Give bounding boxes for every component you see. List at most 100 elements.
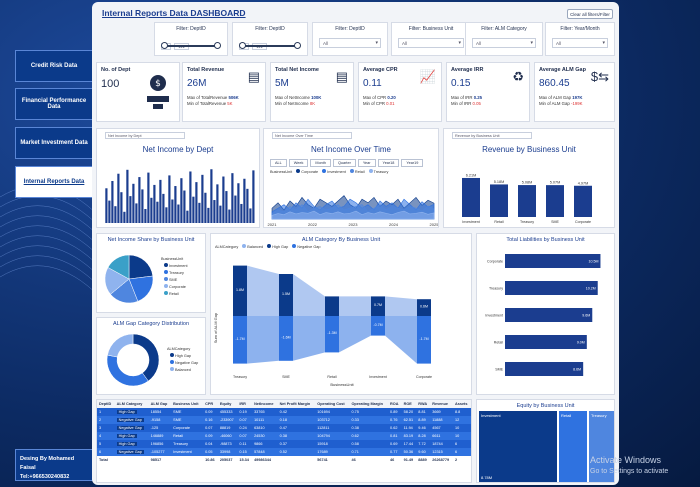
range-month-button[interactable]: Month [310,159,331,167]
nav-internal-reports[interactable]: Internal Reports Data [15,166,93,198]
range-all-button[interactable]: ALL [270,159,287,167]
filter-deptid-slider-1[interactable]: Filter: DeptID 1121 [154,22,228,56]
column-header[interactable]: IRR [237,400,253,408]
revenue-bar-label: 5.07M [550,181,561,185]
treemap-tile-treasury[interactable]: Treasury [589,411,614,482]
max-value: 0.25 [473,95,483,100]
dept-bar [108,200,111,223]
column-header[interactable]: NetIncome [252,400,278,408]
column-header[interactable]: Operating Cost [315,400,350,408]
slider-max-handle[interactable] [294,42,301,49]
liability-category-label: SME [495,368,503,372]
alm-bar-negative-gap [233,316,247,364]
legend-dot [164,284,168,288]
table-row[interactable]: 6 Negative Gap -105277 Investment 0.05 33998 0… [97,448,471,456]
liabilities-bars: Corporate 10.5M Treasury 10.2M Investment 9.6… [485,254,601,376]
legend-item: Negative Gap [175,361,199,365]
table-cell: 0.38 [277,432,316,440]
range-year18-button[interactable]: Year18 [377,159,400,167]
treemap-tile-retail[interactable]: Retail [559,411,587,482]
table-cell: 0.07 [237,432,253,440]
column-header[interactable]: ROE [401,400,417,408]
filter-alm-category[interactable]: Filter: ALM Category All [465,22,543,56]
table-row[interactable]: 5 High Gap 196856 Treasury 0.04 -98873 0.11 986… [97,440,471,448]
column-header[interactable]: DeptID [97,400,115,408]
dept-bar [207,207,210,223]
slider-max-handle[interactable] [214,42,221,49]
total-cell: 10.86 [205,458,215,462]
chart-alm-gap-distribution: ALM Gap Category Distribution ALMCategor… [96,317,206,395]
slider-min-handle[interactable] [239,42,246,49]
dept-bar [222,176,225,223]
dept-bar [180,178,183,223]
max-label: Max of CPR [363,95,387,100]
alm-bar-negative-gap [279,316,293,361]
filter-select[interactable]: All [472,38,536,48]
filter-select[interactable]: All [319,38,381,48]
table-cell: 8.8 [452,408,471,416]
table-cell: 7.72 [416,440,431,448]
table-cell: Negative Gap [114,416,149,424]
revenue-bar [546,185,564,217]
kpi-average-irr: Average IRR 0.15 Max of IRR 0.25 Min of I… [446,62,530,122]
slider-min-handle[interactable] [161,42,168,49]
column-header[interactable]: ROA [388,400,402,408]
filter-select[interactable]: All [552,38,608,48]
treemap-tile-investment[interactable]: Investment 8.78M [479,411,557,482]
min-label: Min of CPR [363,101,385,106]
column-header[interactable]: ALM Gap [148,400,172,408]
column-header[interactable]: Assets [452,400,471,408]
column-header[interactable]: CPR [203,400,218,408]
chart-selector[interactable]: Revenue by Business Unit [452,132,532,139]
revenue-bars: 6.21M Investment 5.18M Retail 5.08M Treasury 5… [462,173,592,224]
column-header[interactable]: Revenue [430,400,453,408]
range-quarter-button[interactable]: Quarter [332,159,356,167]
legend-item: Investment [169,264,188,268]
filter-deptid-slider-2[interactable]: Filter: DeptID 1121 [232,22,308,56]
nav-market-investment[interactable]: Market Investment Data [15,127,93,159]
table-cell: 0.38 [349,424,389,432]
chart-selector[interactable]: Net Income by Dept [105,132,185,139]
kpi-total-revenue: Total Revenue 26M Max of TotalRevenue 50… [182,62,266,122]
table-row[interactable]: 4 High Gap 146889 Retail 0.09 -46060 0.07 24530… [97,432,471,440]
nav-credit-risk[interactable]: Credit Risk Data [15,50,93,82]
kpi-title: Total Net Income [275,67,319,73]
donut-slice-high-gap [132,333,160,382]
range-week-button[interactable]: Week [288,159,309,167]
table-cell: 146889 [148,432,172,440]
table-row[interactable]: 2 Negative Gap -9158 SME 0.16 -233907 0.07 1011… [97,416,471,424]
chart-title: Total Liabilities by Business Unit [506,237,585,243]
table-cell: 103712 [315,416,350,424]
clear-filters-button[interactable]: Clear all filters/Filter [567,9,613,19]
nav-financial-performance[interactable]: Financial Performance Data [15,88,93,120]
table-cell: 62.51 [401,416,417,424]
legend-item: High Gap [272,245,289,249]
table-cell: 104794 [315,432,350,440]
alm-category-label: Investment [369,375,387,379]
kpi-title: Average ALM Gap [539,67,586,73]
filter-year-month[interactable]: Filter: Year/Month All [545,22,615,56]
column-header[interactable]: RWA [416,400,431,408]
slider-track[interactable] [161,42,221,49]
revenue-bar [574,185,592,217]
filter-select[interactable]: All [398,38,464,48]
category-tag: High Gap [116,442,137,446]
column-header[interactable]: Business Unit [171,400,204,408]
table-row[interactable]: 3 Negative Gap -125 Corporate 0.07 88819 0.24 6… [97,424,471,432]
dept-bars [105,169,255,223]
table-row[interactable]: 1 High Gap 18554 SME 0.09 455333 0.19 33765 0.42… [97,408,471,416]
column-header[interactable]: Operating Margin [349,400,389,408]
data-table: DeptID ALM Category ALM Gap Business Unit CP… [96,399,472,483]
range-year-button[interactable]: Year [357,159,376,167]
column-header[interactable]: Equity [217,400,238,408]
filter-deptid-dropdown[interactable]: Filter: DeptID All [312,22,388,56]
chart-selector[interactable]: Net Income Over Time [272,132,352,139]
total-cell: 49986344 [254,458,271,462]
slider-track[interactable] [239,42,301,49]
range-year19-button[interactable]: Year19 [401,159,424,167]
column-header[interactable]: ALM Category [114,400,149,408]
dept-bar [246,188,249,223]
filter-business-unit[interactable]: Filter: Business Unit All [391,22,471,56]
revenue-bar-label: 5.08M [522,181,533,185]
column-header[interactable]: Net Profit Margin [277,400,316,408]
